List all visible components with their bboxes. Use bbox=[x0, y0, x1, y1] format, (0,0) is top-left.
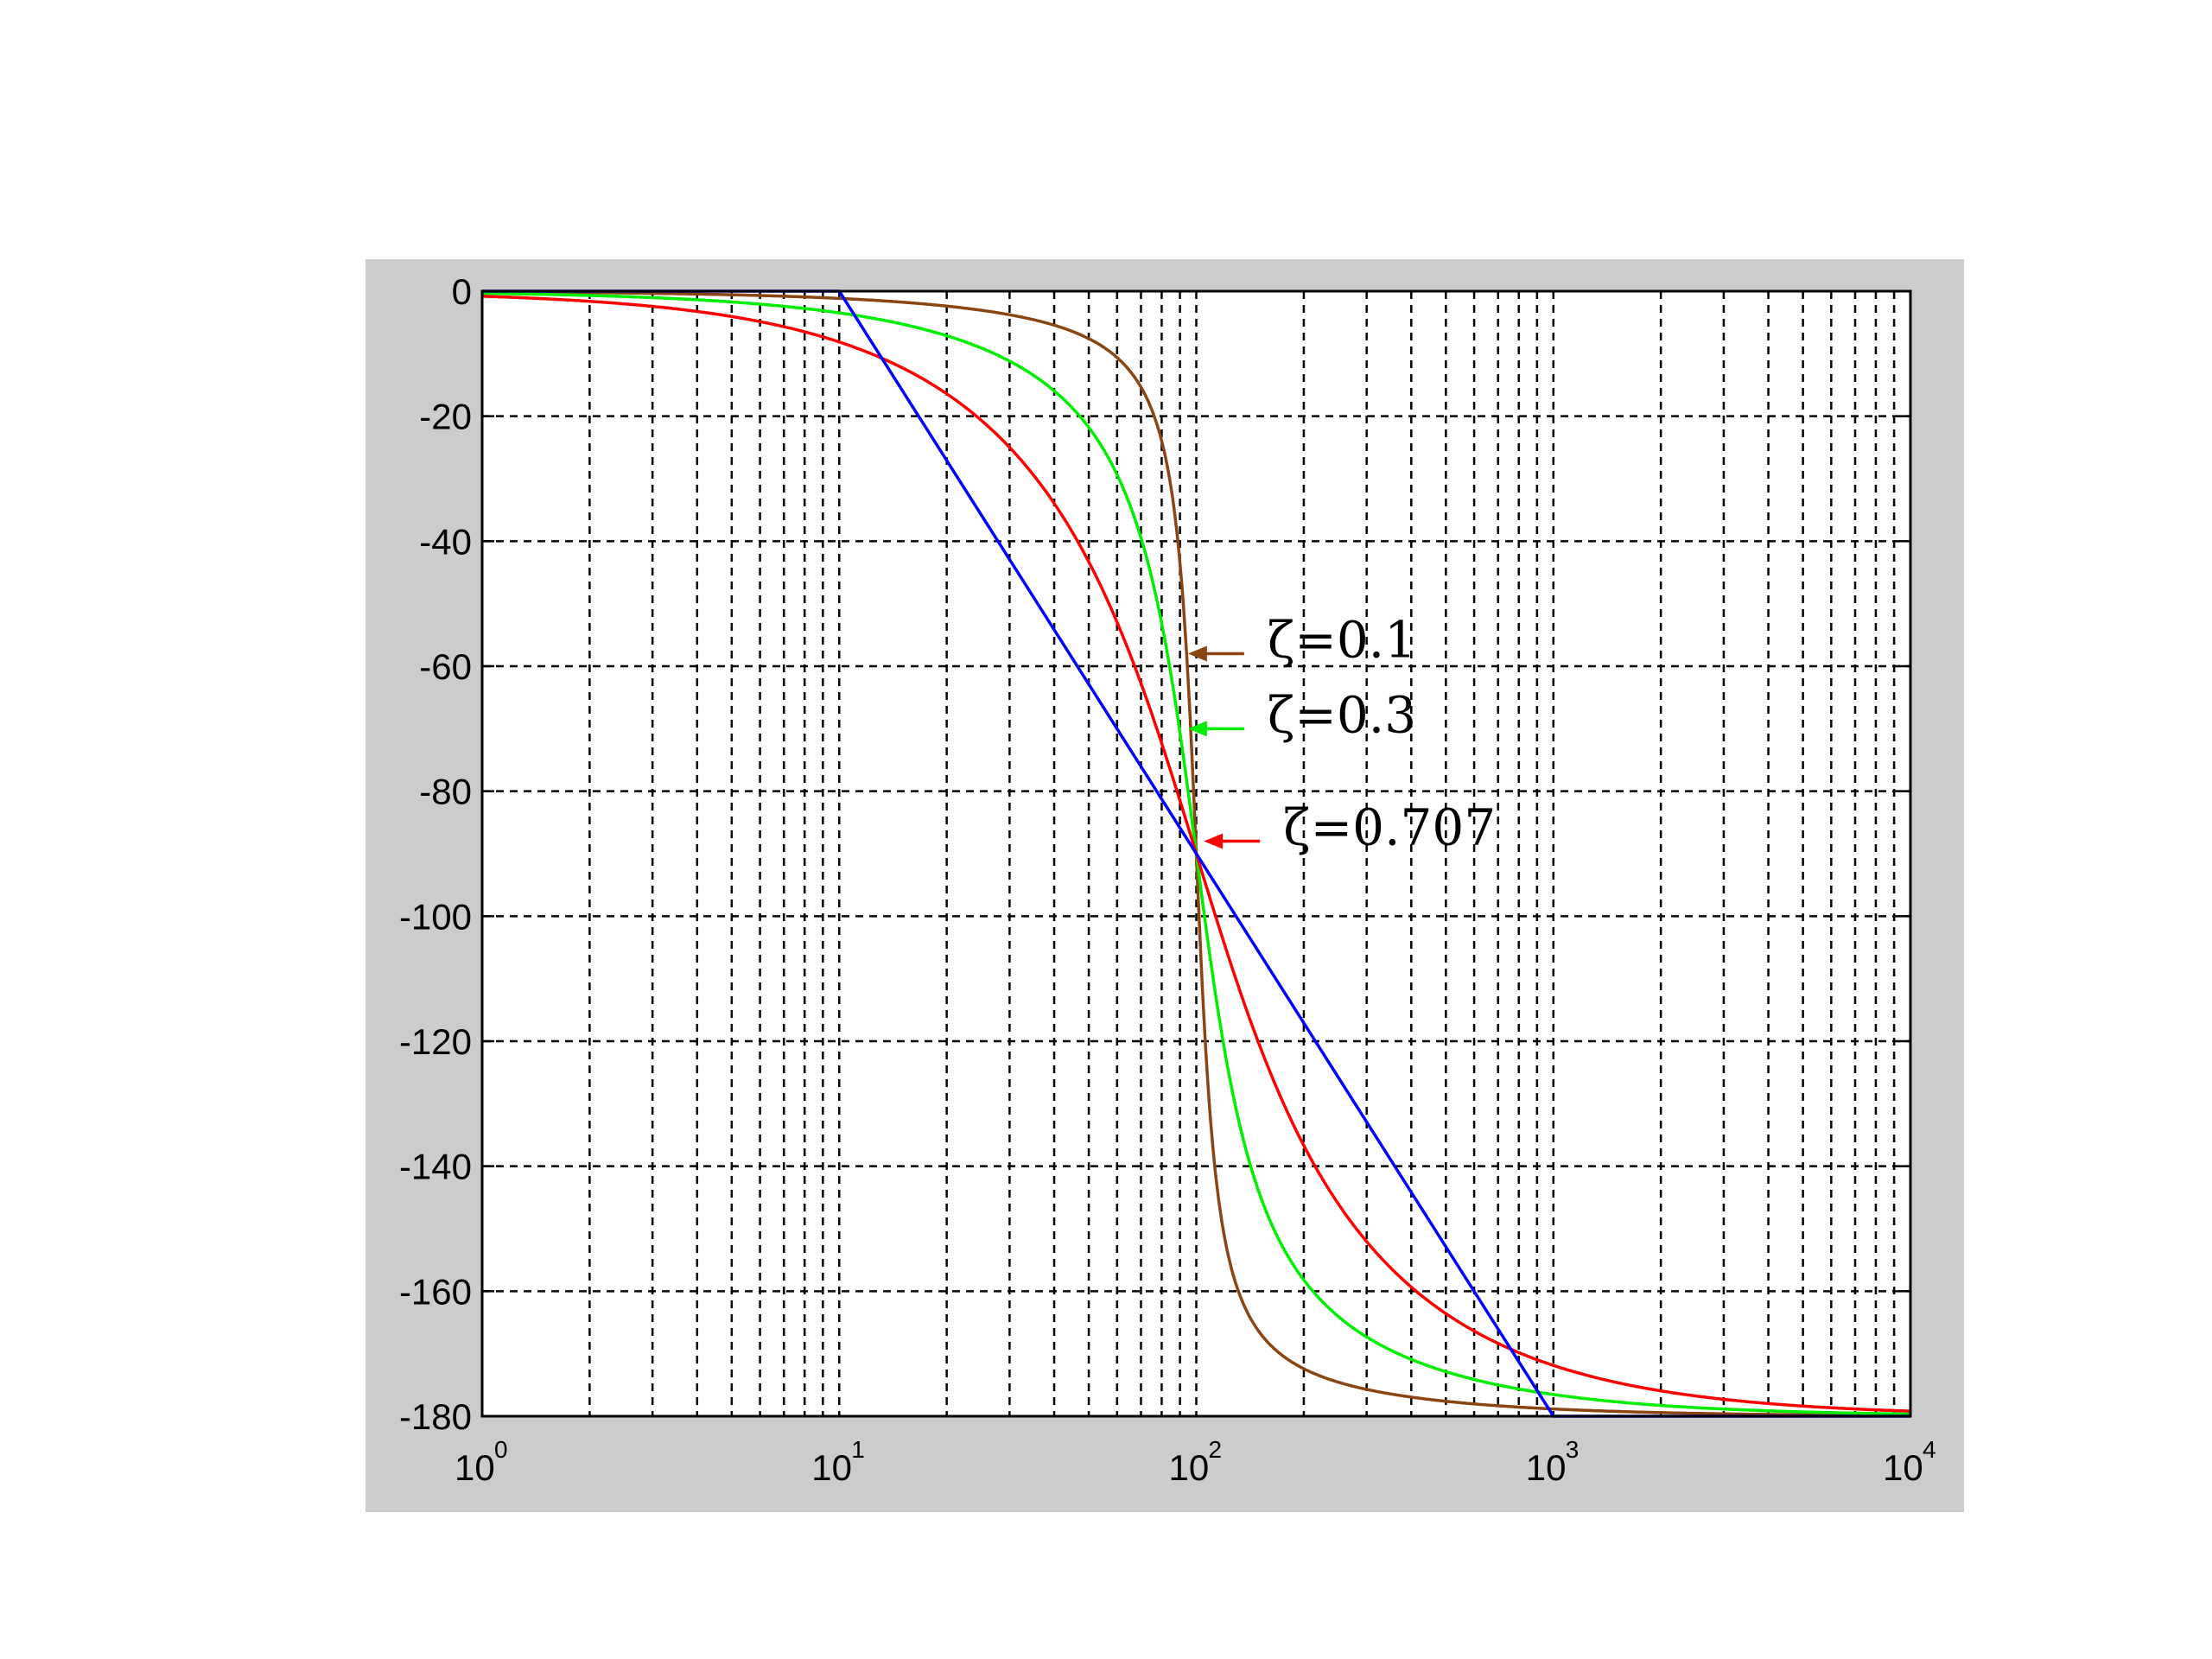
x-tick-base: 10 bbox=[1526, 1447, 1567, 1488]
y-tick-label: -120 bbox=[399, 1021, 472, 1062]
x-tick-exponent: 0 bbox=[494, 1436, 508, 1463]
x-tick-exponent: 4 bbox=[1923, 1436, 1936, 1463]
x-tick-exponent: 2 bbox=[1209, 1436, 1223, 1463]
grid bbox=[482, 291, 1910, 1416]
annotation: ζ=0.3 bbox=[1187, 685, 1416, 744]
x-tick-exponent: 3 bbox=[1566, 1436, 1580, 1463]
y-tick-label: -60 bbox=[419, 646, 472, 687]
x-tick-label: 10 3 bbox=[1526, 1436, 1580, 1488]
x-tick-label: 10 2 bbox=[1169, 1436, 1223, 1488]
y-tick-label: 0 bbox=[452, 271, 472, 312]
x-tick-base: 10 bbox=[811, 1447, 852, 1488]
y-tick-label: -20 bbox=[419, 397, 472, 437]
y-tick-label: -40 bbox=[419, 521, 472, 562]
annotation-label: ζ=0.3 bbox=[1268, 685, 1416, 744]
x-tick-exponent: 1 bbox=[851, 1436, 865, 1463]
x-tick-label: 10 0 bbox=[454, 1436, 508, 1488]
x-tick-base: 10 bbox=[1883, 1447, 1923, 1488]
y-tick-label: -80 bbox=[419, 772, 472, 812]
y-tick-label: -140 bbox=[399, 1147, 472, 1187]
x-axis-ticks: 10 0 10 1 10 2 10 3 10 4 bbox=[454, 1436, 1936, 1488]
annotation-arrow-head bbox=[1187, 721, 1207, 737]
y-tick-label: -180 bbox=[399, 1396, 472, 1437]
annotations: ζ=0.1 ζ=0.3 ζ=0.707 bbox=[1187, 611, 1496, 857]
x-tick-label: 10 1 bbox=[811, 1436, 865, 1488]
x-tick-base: 10 bbox=[1169, 1447, 1210, 1488]
annotation-arrow-head bbox=[1187, 645, 1207, 662]
y-tick-label: -160 bbox=[399, 1271, 472, 1312]
y-tick-label: -100 bbox=[399, 896, 472, 937]
annotation-label: ζ=0.1 bbox=[1268, 611, 1416, 670]
annotation-label: ζ=0.707 bbox=[1283, 798, 1496, 857]
x-tick-base: 10 bbox=[454, 1447, 495, 1488]
annotation: ζ=0.707 bbox=[1204, 798, 1496, 857]
plot-border bbox=[480, 289, 1912, 1418]
annotation: ζ=0.1 bbox=[1187, 611, 1416, 670]
x-tick-label: 10 4 bbox=[1883, 1436, 1936, 1488]
y-axis-ticks: 0 -20 -40 -60 -80 -100 -120 -140 -160 -180 bbox=[399, 271, 1910, 1437]
annotation-arrow-head bbox=[1204, 833, 1224, 849]
